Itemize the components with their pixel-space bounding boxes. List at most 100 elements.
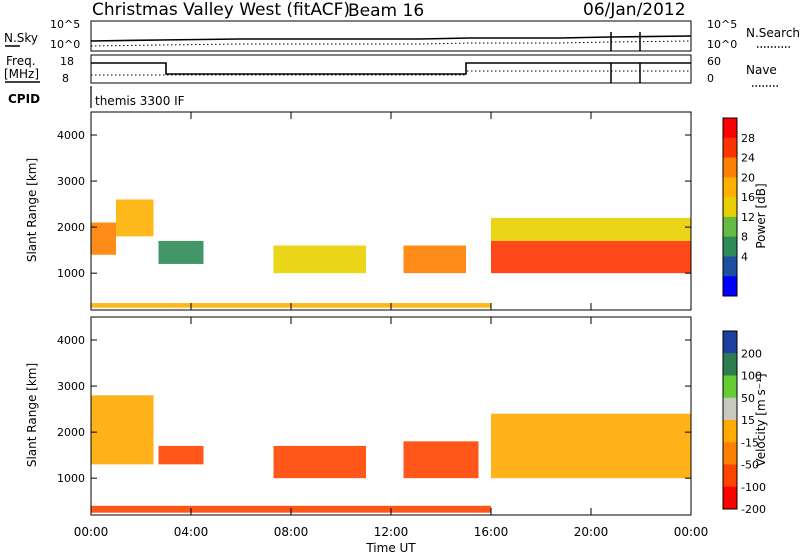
power-region-6 bbox=[491, 217, 691, 241]
nsky-tick-bottom: 10^0 bbox=[50, 38, 80, 51]
freq-unit: [MHz] bbox=[4, 67, 39, 81]
date-label: 06/Jan/2012 bbox=[583, 0, 686, 20]
x-tick-label-3: 12:00 bbox=[374, 525, 409, 539]
power-region-3 bbox=[273, 245, 366, 274]
power-ytick-label-0: 4000 bbox=[57, 129, 85, 142]
power-colorbar-segment-8 bbox=[723, 276, 737, 297]
velocity-colorbar-tick-3: 15 bbox=[741, 414, 755, 427]
velocity-colorbar-segment-7 bbox=[723, 486, 737, 510]
velocity-x-ticks bbox=[90, 317, 692, 515]
power-region-5 bbox=[491, 240, 691, 274]
power-colorbar-segment-4 bbox=[723, 197, 737, 218]
velocity-colorbar-segment-2 bbox=[723, 375, 737, 399]
nave-series-line bbox=[91, 70, 691, 76]
power-colorbar-segment-3 bbox=[723, 177, 737, 198]
power-region-1 bbox=[116, 199, 154, 237]
nave-tick-bottom: 0 bbox=[707, 72, 714, 85]
power-colorbar-tick-1: 24 bbox=[741, 152, 755, 165]
power-ytick-label-2: 2000 bbox=[57, 221, 85, 234]
nave-tick-top: 60 bbox=[707, 55, 721, 68]
velocity-colorbar-segment-1 bbox=[723, 353, 737, 376]
velocity-y-ticks: 4000 3000 2000 1000 bbox=[57, 334, 691, 485]
nsky-panel-frame bbox=[90, 20, 692, 52]
power-regions bbox=[91, 199, 691, 308]
power-ytick-label-1: 3000 bbox=[57, 175, 85, 188]
nave-label: Nave bbox=[746, 63, 777, 77]
nsearch-label: N.Search bbox=[746, 26, 800, 40]
nsky-series-line bbox=[90, 35, 692, 42]
velocity-colorbar-segment-4 bbox=[723, 420, 737, 443]
power-x-ticks bbox=[90, 112, 692, 310]
velocity-colorbar-tick-2: 50 bbox=[741, 392, 755, 405]
power-colorbar-segment-2 bbox=[723, 157, 737, 178]
power-colorbar-label: Power [dB] bbox=[754, 183, 768, 248]
freq-label: Freq. bbox=[6, 54, 36, 68]
power-colorbar-tick-0: 28 bbox=[741, 132, 755, 145]
velocity-ytick-label-0: 4000 bbox=[57, 334, 85, 347]
power-colorbar-segment-5 bbox=[723, 216, 737, 238]
power-colorbar-tick-2: 20 bbox=[741, 171, 755, 184]
velocity-colorbar-segment-0 bbox=[723, 331, 737, 354]
power-colorbar-segment-1 bbox=[723, 137, 737, 159]
velocity-ylabel: Slant Range [km] bbox=[25, 363, 39, 467]
x-tick-label-5: 20:00 bbox=[574, 525, 609, 539]
x-tick-label-6: 00:00 bbox=[674, 525, 709, 539]
power-colorbar-frame bbox=[722, 117, 738, 297]
velocity-colorbar-segment-5 bbox=[723, 442, 737, 465]
nsearch-tick-top: 10^5 bbox=[707, 18, 737, 31]
power-colorbar-tick-6: 4 bbox=[741, 250, 748, 263]
power-colorbar-tick-3: 16 bbox=[741, 191, 755, 204]
velocity-region-1 bbox=[158, 445, 204, 465]
beam-label: Beam 16 bbox=[348, 1, 424, 21]
cpid-label: CPID bbox=[8, 92, 40, 106]
x-tick-labels: 00:00 04:00 08:00 12:00 16:00 20:00 00:00 bbox=[74, 525, 709, 539]
velocity-ytick-label-3: 1000 bbox=[57, 472, 85, 485]
power-colorbar-segment-7 bbox=[723, 256, 737, 277]
velocity-panel: 4000 3000 2000 1000 Slant Range [km] bbox=[25, 316, 692, 516]
nsky-tick-top: 10^5 bbox=[50, 18, 80, 31]
velocity-region-3 bbox=[403, 441, 479, 479]
nsky-label: N.Sky bbox=[4, 31, 38, 45]
power-region-2 bbox=[158, 240, 204, 264]
freq-panel-frame bbox=[90, 54, 692, 84]
velocity-colorbar-tick-6: -100 bbox=[741, 481, 766, 494]
power-colorbar-tick-5: 8 bbox=[741, 231, 748, 244]
power-y-ticks: 4000 3000 2000 1000 bbox=[57, 129, 691, 280]
nsearch-series-line bbox=[90, 40, 692, 47]
plot-title: Christmas Valley West (fitACF) bbox=[92, 0, 350, 20]
power-ytick-label-3: 1000 bbox=[57, 267, 85, 280]
power-region-4 bbox=[403, 245, 466, 274]
power-colorbar-segment-0 bbox=[723, 118, 737, 139]
power-ylabel: Slant Range [km] bbox=[25, 158, 39, 262]
velocity-colorbar-tick-1: 100 bbox=[741, 370, 762, 383]
freq-tick-top: 18 bbox=[60, 55, 74, 68]
x-tick-label-1: 04:00 bbox=[174, 525, 209, 539]
velocity-ytick-label-1: 3000 bbox=[57, 380, 85, 393]
x-tick-label-2: 08:00 bbox=[274, 525, 309, 539]
power-colorbar-segment-6 bbox=[723, 236, 737, 257]
power-panel-frame bbox=[90, 111, 692, 311]
velocity-colorbar-tick-5: -50 bbox=[741, 459, 759, 472]
velocity-colorbar-label: Velocity [m s⁻¹] bbox=[754, 373, 768, 466]
power-colorbar-tick-4: 12 bbox=[741, 211, 755, 224]
velocity-colorbar-frame bbox=[722, 330, 738, 510]
velocity-colorbar-tick-0: 200 bbox=[741, 347, 762, 360]
velocity-colorbar-tick-7: -200 bbox=[741, 503, 766, 516]
cpid-value: themis 3300 IF bbox=[95, 94, 185, 108]
power-colorbar: 28 24 20 16 12 8 4 bbox=[722, 117, 755, 297]
velocity-region-4 bbox=[491, 413, 691, 479]
power-panel: 4000 3000 2000 1000 Slant Range [km] bbox=[25, 111, 692, 311]
velocity-colorbar-segment-6 bbox=[723, 464, 737, 488]
freq-series-line bbox=[91, 62, 691, 75]
x-tick-label-4: 16:00 bbox=[474, 525, 509, 539]
power-region-0 bbox=[91, 222, 116, 255]
x-tick-label-0: 00:00 bbox=[74, 525, 109, 539]
nsearch-tick-bottom: 10^0 bbox=[707, 38, 737, 51]
velocity-regions bbox=[91, 395, 691, 513]
velocity-colorbar: 200 100 50 15 -15 -50 -100 -200 bbox=[722, 330, 766, 516]
velocity-colorbar-segment-3 bbox=[723, 397, 737, 421]
velocity-colorbar-tick-4: -15 bbox=[741, 436, 759, 449]
velocity-region-0 bbox=[91, 395, 154, 465]
velocity-ytick-label-2: 2000 bbox=[57, 426, 85, 439]
